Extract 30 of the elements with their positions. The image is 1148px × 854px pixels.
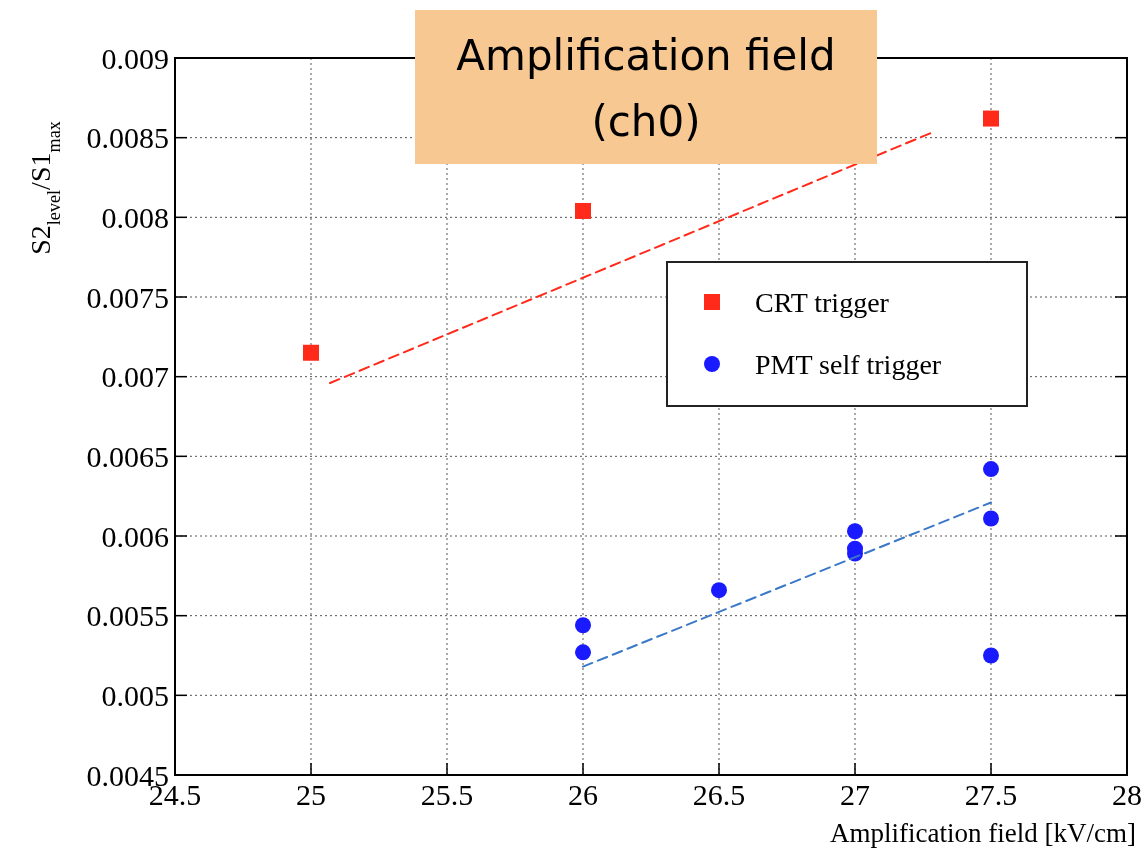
chart-title: Amplification field (ch0) — [456, 31, 836, 146]
x-tick-label: 26 — [568, 778, 598, 811]
y-tick-label: 0.009 — [101, 41, 169, 75]
point — [575, 644, 591, 661]
point — [303, 344, 319, 361]
y-tick-label: 0.0055 — [86, 599, 169, 633]
x-tick-label: 27.5 — [964, 778, 1018, 811]
point — [983, 647, 999, 664]
legend-label: CRT trigger — [755, 286, 890, 318]
x-tick-label: 25.5 — [420, 778, 474, 811]
x-tick-label: 28 — [1112, 778, 1142, 811]
x-tick-label: 25 — [296, 778, 326, 811]
y-tick-label: 0.0085 — [86, 121, 169, 155]
y-tick-label: 0.007 — [101, 360, 169, 394]
y-tick-label: 0.008 — [101, 200, 169, 234]
legend-label: PMT self trigger — [755, 348, 942, 380]
x-axis-title: Amplification field [kV/cm] — [830, 818, 1136, 848]
x-tick-label: 26.5 — [692, 778, 746, 811]
point — [711, 582, 727, 599]
y-tick-label: 0.005 — [101, 678, 169, 712]
y-tick-label: 0.0075 — [86, 280, 169, 314]
point — [575, 202, 591, 219]
y-tick-label: 0.0065 — [86, 439, 169, 473]
point — [983, 461, 999, 478]
point — [983, 110, 999, 127]
point — [847, 523, 863, 540]
y-tick-label: 0.006 — [101, 519, 169, 553]
point — [575, 617, 591, 634]
point — [983, 510, 999, 527]
x-tick-label: 27 — [840, 778, 870, 811]
